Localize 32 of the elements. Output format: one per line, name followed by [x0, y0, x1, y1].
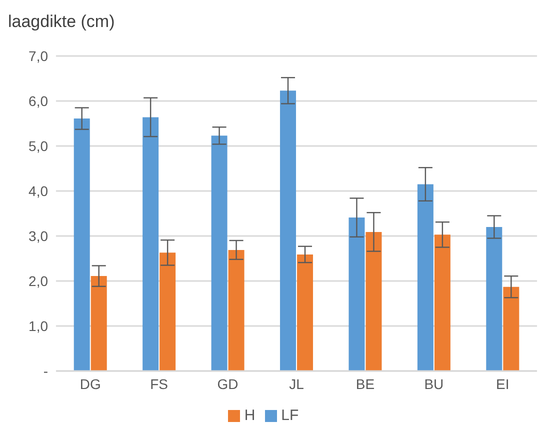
- y-axis-title: laagdikte (cm): [8, 12, 115, 32]
- x-tick-label: GD: [217, 376, 238, 392]
- bar: [503, 286, 520, 371]
- bar: [348, 218, 365, 371]
- bar: [297, 254, 314, 371]
- bar: [211, 136, 228, 371]
- bar: [486, 227, 502, 371]
- bar: [280, 90, 296, 371]
- y-tick-label: 3,0: [28, 228, 48, 244]
- bar: [366, 232, 382, 371]
- y-tick-label: 5,0: [28, 138, 48, 154]
- bar: [434, 234, 450, 371]
- bar: [160, 252, 176, 371]
- y-tick-label: 6,0: [28, 92, 48, 109]
- x-tick-label: DG: [80, 376, 101, 392]
- y-tick-label: 1,0: [28, 318, 48, 334]
- legend-label: LF: [281, 407, 299, 424]
- bar: [142, 117, 159, 371]
- x-tick-label: BU: [424, 376, 444, 392]
- y-tick-label: 2,0: [28, 272, 48, 289]
- x-tick-label: BE: [356, 376, 375, 392]
- x-tick-label: EI: [496, 376, 510, 392]
- x-tick-label: FS: [150, 376, 168, 392]
- bar: [417, 184, 434, 371]
- bar: [74, 118, 90, 371]
- bar: [90, 276, 107, 371]
- y-tick-label: -: [43, 362, 48, 379]
- y-tick-label: 4,0: [28, 182, 48, 199]
- x-tick-label: JL: [289, 376, 304, 392]
- y-tick-label: 7,0: [28, 48, 48, 64]
- legend-label: H: [244, 407, 256, 424]
- bar: [228, 250, 244, 371]
